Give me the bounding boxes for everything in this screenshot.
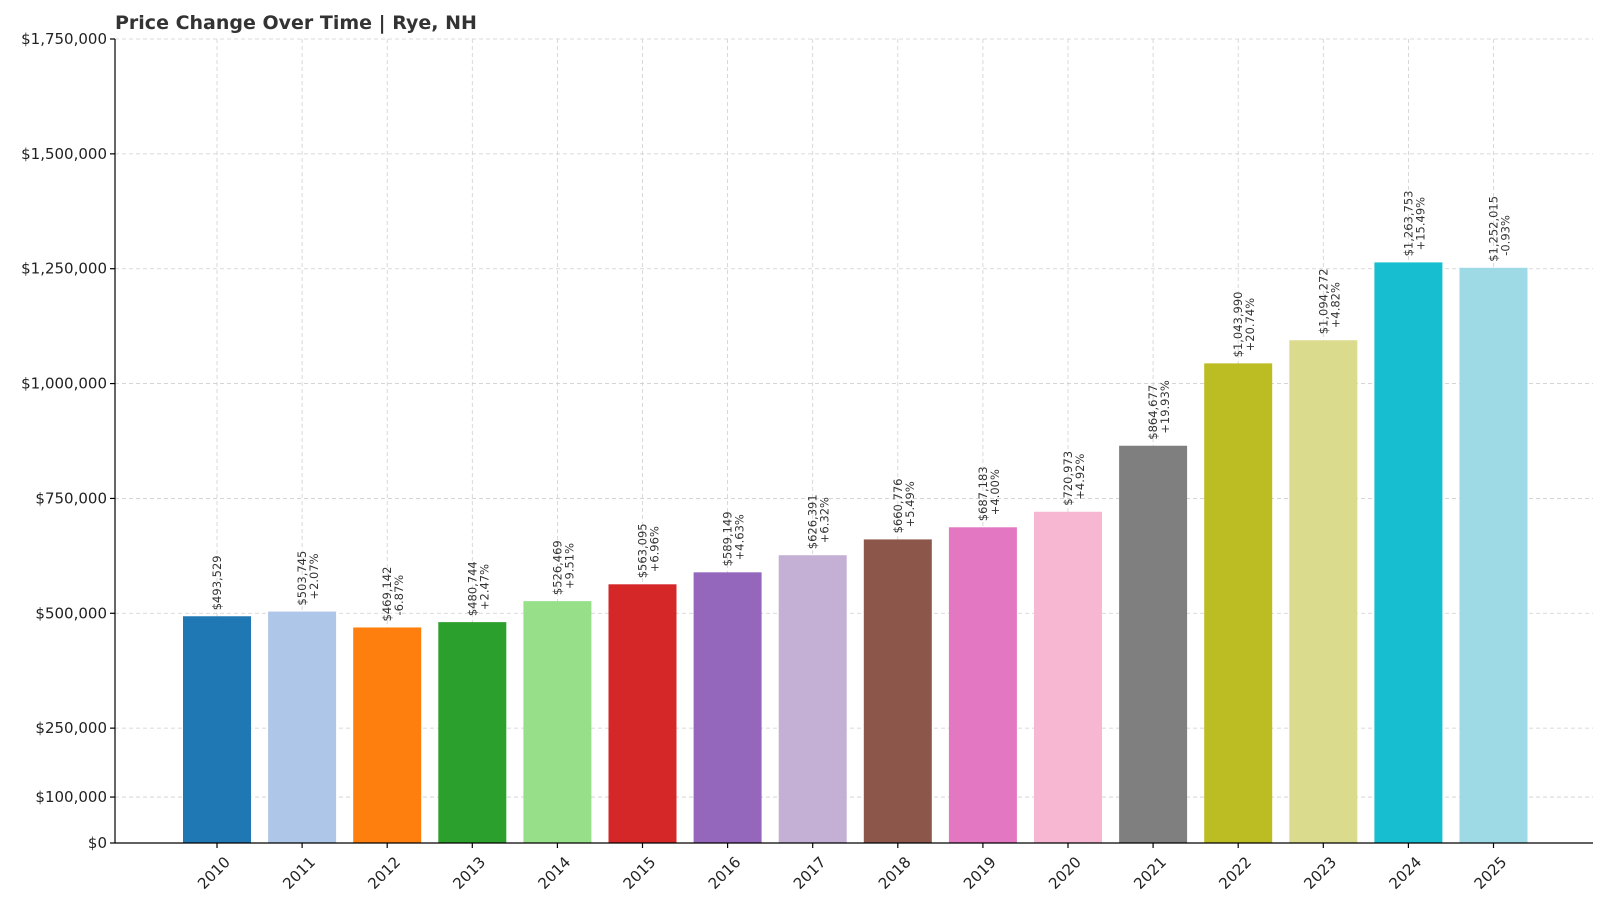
bar-value-label: $1,043,990 xyxy=(1231,292,1245,358)
bar-value-label: $526,469 xyxy=(550,540,564,595)
bar-change-label: -6.87% xyxy=(392,575,406,616)
x-tick-label: 2012 xyxy=(364,853,404,893)
bar-value-label: $626,391 xyxy=(806,494,820,549)
bar-change-label: +4.82% xyxy=(1328,282,1342,328)
bar-value-label: $864,677 xyxy=(1146,385,1160,440)
x-tick-label: 2013 xyxy=(449,853,489,893)
bar-2021 xyxy=(1119,445,1188,843)
bar-layer xyxy=(183,262,1528,843)
bar-2024 xyxy=(1374,262,1443,843)
bar-2025 xyxy=(1459,267,1528,843)
x-tick-label: 2017 xyxy=(790,853,830,893)
y-tick-label: $1,250,000 xyxy=(21,260,107,278)
bar-change-label: +20.74% xyxy=(1243,298,1257,352)
x-tick-label: 2019 xyxy=(960,853,1000,893)
bar-change-label: +4.92% xyxy=(1073,454,1087,500)
bar-change-label: +9.51% xyxy=(562,543,576,589)
bar-2010 xyxy=(183,616,251,843)
bar-2015 xyxy=(608,584,677,843)
bar-change-label: +6.96% xyxy=(648,526,662,572)
bar-value-label: $493,529 xyxy=(210,555,224,610)
bar-value-label: $480,744 xyxy=(465,561,479,616)
bar-value-label: $1,094,272 xyxy=(1316,268,1330,334)
y-tick-label: $1,500,000 xyxy=(21,145,107,163)
bar-2023 xyxy=(1289,340,1358,843)
bar-value-label: $503,745 xyxy=(295,551,309,606)
bar-2016 xyxy=(693,572,762,843)
bar-change-label: +19.93% xyxy=(1158,380,1172,434)
bar-2011 xyxy=(268,611,337,843)
bar-value-label: $720,973 xyxy=(1061,451,1075,506)
x-tick-label: 2023 xyxy=(1300,853,1340,893)
x-tick-label: 2024 xyxy=(1385,853,1425,893)
bar-2017 xyxy=(778,555,847,843)
x-tick-label: 2016 xyxy=(705,853,745,893)
y-tick-label: $0 xyxy=(88,834,107,852)
bar-change-label: +5.49% xyxy=(903,481,917,527)
bar-value-label: $1,252,015 xyxy=(1487,196,1501,262)
bar-2019 xyxy=(948,527,1017,843)
x-tick-label: 2010 xyxy=(194,853,234,893)
bar-change-label: +6.32% xyxy=(818,497,832,543)
bar-value-label: $589,149 xyxy=(721,511,735,566)
y-tick-label: $500,000 xyxy=(35,604,107,622)
x-tick-label: 2018 xyxy=(875,853,915,893)
bar-2022 xyxy=(1204,363,1273,843)
bar-value-label: $660,776 xyxy=(891,479,905,534)
y-tick-label: $1,750,000 xyxy=(21,30,107,48)
bar-change-label: +15.49% xyxy=(1413,197,1427,251)
bar-change-label: -0.93% xyxy=(1499,215,1513,256)
bar-value-label: $563,095 xyxy=(636,523,650,578)
x-tick-label: 2025 xyxy=(1471,853,1511,893)
x-tick-label: 2011 xyxy=(279,853,319,893)
bar-2012 xyxy=(353,627,422,843)
bar-value-label: $469,142 xyxy=(380,567,394,622)
bar-change-label: +2.47% xyxy=(477,564,491,610)
y-tick-label: $750,000 xyxy=(35,489,107,507)
x-tick-label: 2015 xyxy=(620,853,660,893)
bar-change-label: +2.07% xyxy=(307,553,321,599)
x-tick-label: 2020 xyxy=(1045,853,1085,893)
x-tick-label: 2014 xyxy=(534,853,574,893)
bar-value-label: $687,183 xyxy=(976,466,990,521)
bar-2013 xyxy=(438,622,507,843)
x-tick-label: 2021 xyxy=(1130,853,1170,893)
chart-title: Price Change Over Time | Rye, NH xyxy=(115,12,477,34)
bar-2020 xyxy=(1034,511,1102,843)
bar-label-layer: $493,529 $503,745+2.07% $469,142-6.87% $480… xyxy=(210,191,1513,622)
grid-layer xyxy=(115,38,1593,844)
bar-value-label: $1,263,753 xyxy=(1401,191,1415,257)
bar-change-label: +4.63% xyxy=(733,514,747,560)
bar-change-label: +4.00% xyxy=(988,469,1002,515)
y-tick-label: $250,000 xyxy=(35,719,107,737)
bar-2014 xyxy=(523,601,592,843)
y-tick-label: $1,000,000 xyxy=(21,375,107,393)
bar-2018 xyxy=(863,539,932,843)
y-tick-label: $100,000 xyxy=(35,788,107,806)
x-tick-label: 2022 xyxy=(1215,853,1255,893)
